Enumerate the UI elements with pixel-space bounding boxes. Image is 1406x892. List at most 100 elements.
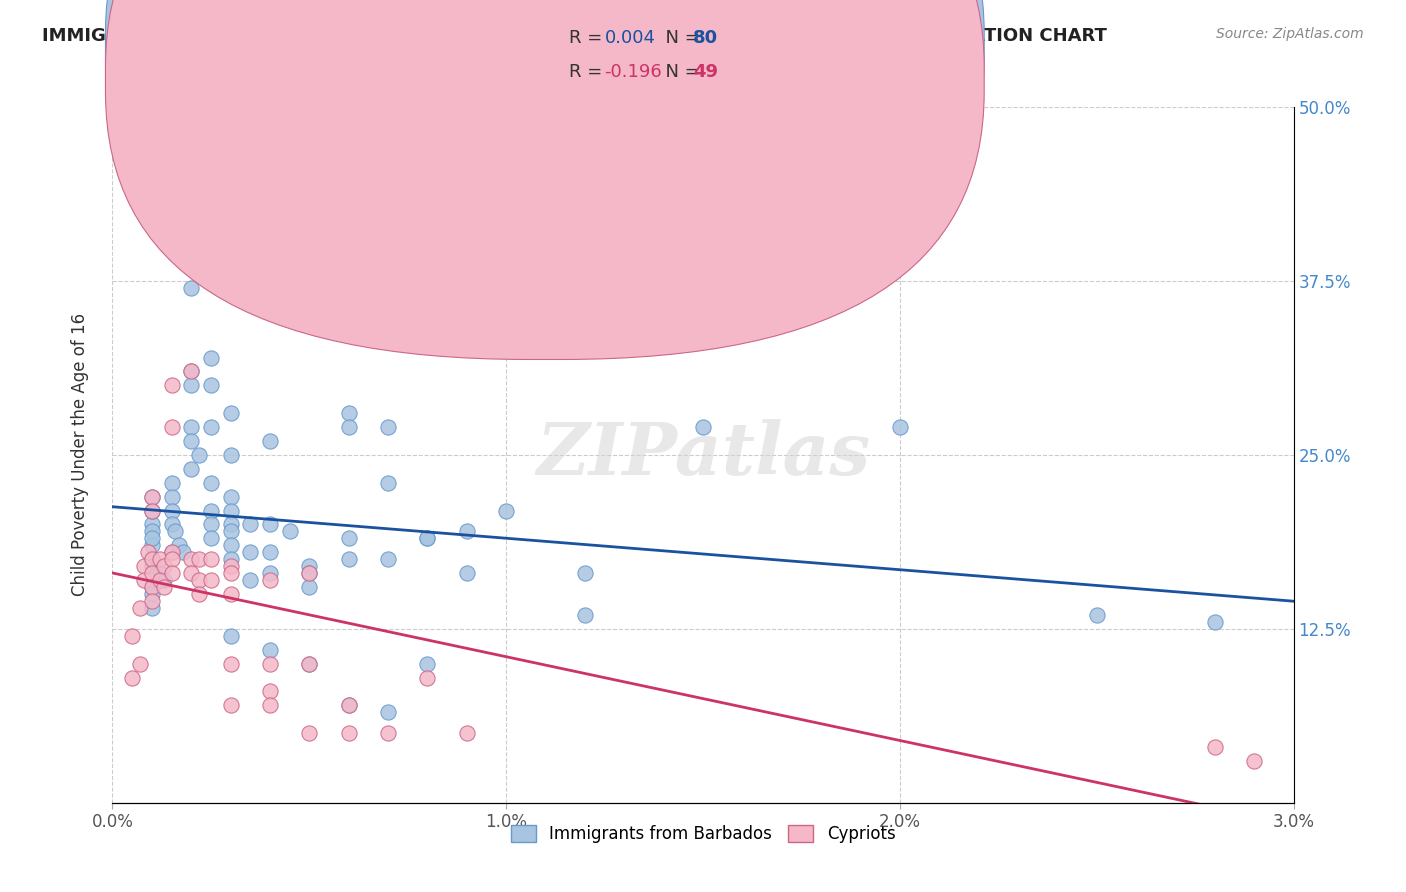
Point <box>200 532 222 546</box>
Text: 80: 80 <box>693 29 718 47</box>
Point <box>377 706 399 720</box>
Point <box>160 378 183 392</box>
Text: 0.004: 0.004 <box>605 29 655 47</box>
Point <box>141 503 163 517</box>
Point <box>259 573 281 587</box>
Point <box>141 552 163 566</box>
Point <box>180 281 202 295</box>
Text: Source: ZipAtlas.com: Source: ZipAtlas.com <box>1216 27 1364 41</box>
Point <box>141 559 163 574</box>
Point <box>160 552 183 566</box>
Point <box>180 378 202 392</box>
Point <box>149 566 172 581</box>
Point <box>200 552 222 566</box>
Point <box>219 559 242 574</box>
Point <box>219 629 242 643</box>
Point <box>188 448 211 462</box>
Point <box>574 566 596 581</box>
Point <box>132 573 155 587</box>
Point <box>152 580 174 594</box>
Point <box>152 559 174 574</box>
Point <box>219 448 242 462</box>
Point <box>160 420 183 434</box>
Point <box>160 566 183 581</box>
Point <box>219 406 242 420</box>
Point <box>1204 740 1226 755</box>
Point <box>259 684 281 698</box>
Text: R =: R = <box>569 29 609 47</box>
Point <box>180 434 202 448</box>
Point <box>152 573 174 587</box>
Point <box>219 657 242 671</box>
Point <box>259 698 281 713</box>
Point <box>188 587 211 601</box>
Point <box>219 566 242 581</box>
Point <box>377 552 399 566</box>
Point <box>337 406 360 420</box>
Point <box>200 517 222 532</box>
Point <box>219 552 242 566</box>
Point <box>141 532 163 546</box>
Point <box>889 420 911 434</box>
Point <box>141 552 163 566</box>
Point <box>278 524 301 539</box>
Point <box>141 601 163 615</box>
Point <box>259 657 281 671</box>
Point <box>259 642 281 657</box>
Text: -0.196: -0.196 <box>605 63 662 81</box>
Point <box>160 503 183 517</box>
Point <box>456 524 478 539</box>
Point <box>149 573 172 587</box>
Point <box>141 517 163 532</box>
Point <box>219 503 242 517</box>
Text: N =: N = <box>654 29 706 47</box>
Point <box>141 503 163 517</box>
Point <box>141 587 163 601</box>
Point <box>160 475 183 490</box>
Point <box>692 420 714 434</box>
Y-axis label: Child Poverty Under the Age of 16: Child Poverty Under the Age of 16 <box>70 313 89 597</box>
Point <box>239 545 262 559</box>
Point <box>160 545 183 559</box>
Text: IMMIGRANTS FROM BARBADOS VS CYPRIOT CHILD POVERTY UNDER THE AGE OF 16 CORRELATIO: IMMIGRANTS FROM BARBADOS VS CYPRIOT CHIL… <box>42 27 1107 45</box>
Point <box>456 566 478 581</box>
Point <box>298 657 321 671</box>
Point <box>298 726 321 740</box>
Point <box>160 517 183 532</box>
Point <box>141 566 163 581</box>
Point <box>298 566 321 581</box>
Point <box>141 490 163 504</box>
Point <box>129 601 152 615</box>
Point <box>1243 754 1265 768</box>
Point <box>180 197 202 211</box>
Point <box>337 552 360 566</box>
Point <box>456 726 478 740</box>
Point <box>200 503 222 517</box>
Legend: Immigrants from Barbados, Cypriots: Immigrants from Barbados, Cypriots <box>503 819 903 850</box>
Point <box>259 517 281 532</box>
Point <box>416 657 439 671</box>
Point <box>132 559 155 574</box>
Point <box>416 532 439 546</box>
Point <box>259 566 281 581</box>
Point <box>337 698 360 713</box>
Point <box>141 538 163 552</box>
Point <box>149 552 172 566</box>
Point <box>239 517 262 532</box>
Point <box>219 538 242 552</box>
Point <box>239 573 262 587</box>
Point <box>136 545 159 559</box>
Point <box>188 573 211 587</box>
Point <box>172 545 194 559</box>
Point <box>337 420 360 434</box>
Point <box>180 552 202 566</box>
Point <box>200 378 222 392</box>
Point <box>141 580 163 594</box>
Point <box>337 532 360 546</box>
Text: ZIPatlas: ZIPatlas <box>536 419 870 491</box>
Point <box>298 559 321 574</box>
Point <box>259 434 281 448</box>
Point <box>377 726 399 740</box>
Point <box>377 420 399 434</box>
Point <box>180 364 202 378</box>
